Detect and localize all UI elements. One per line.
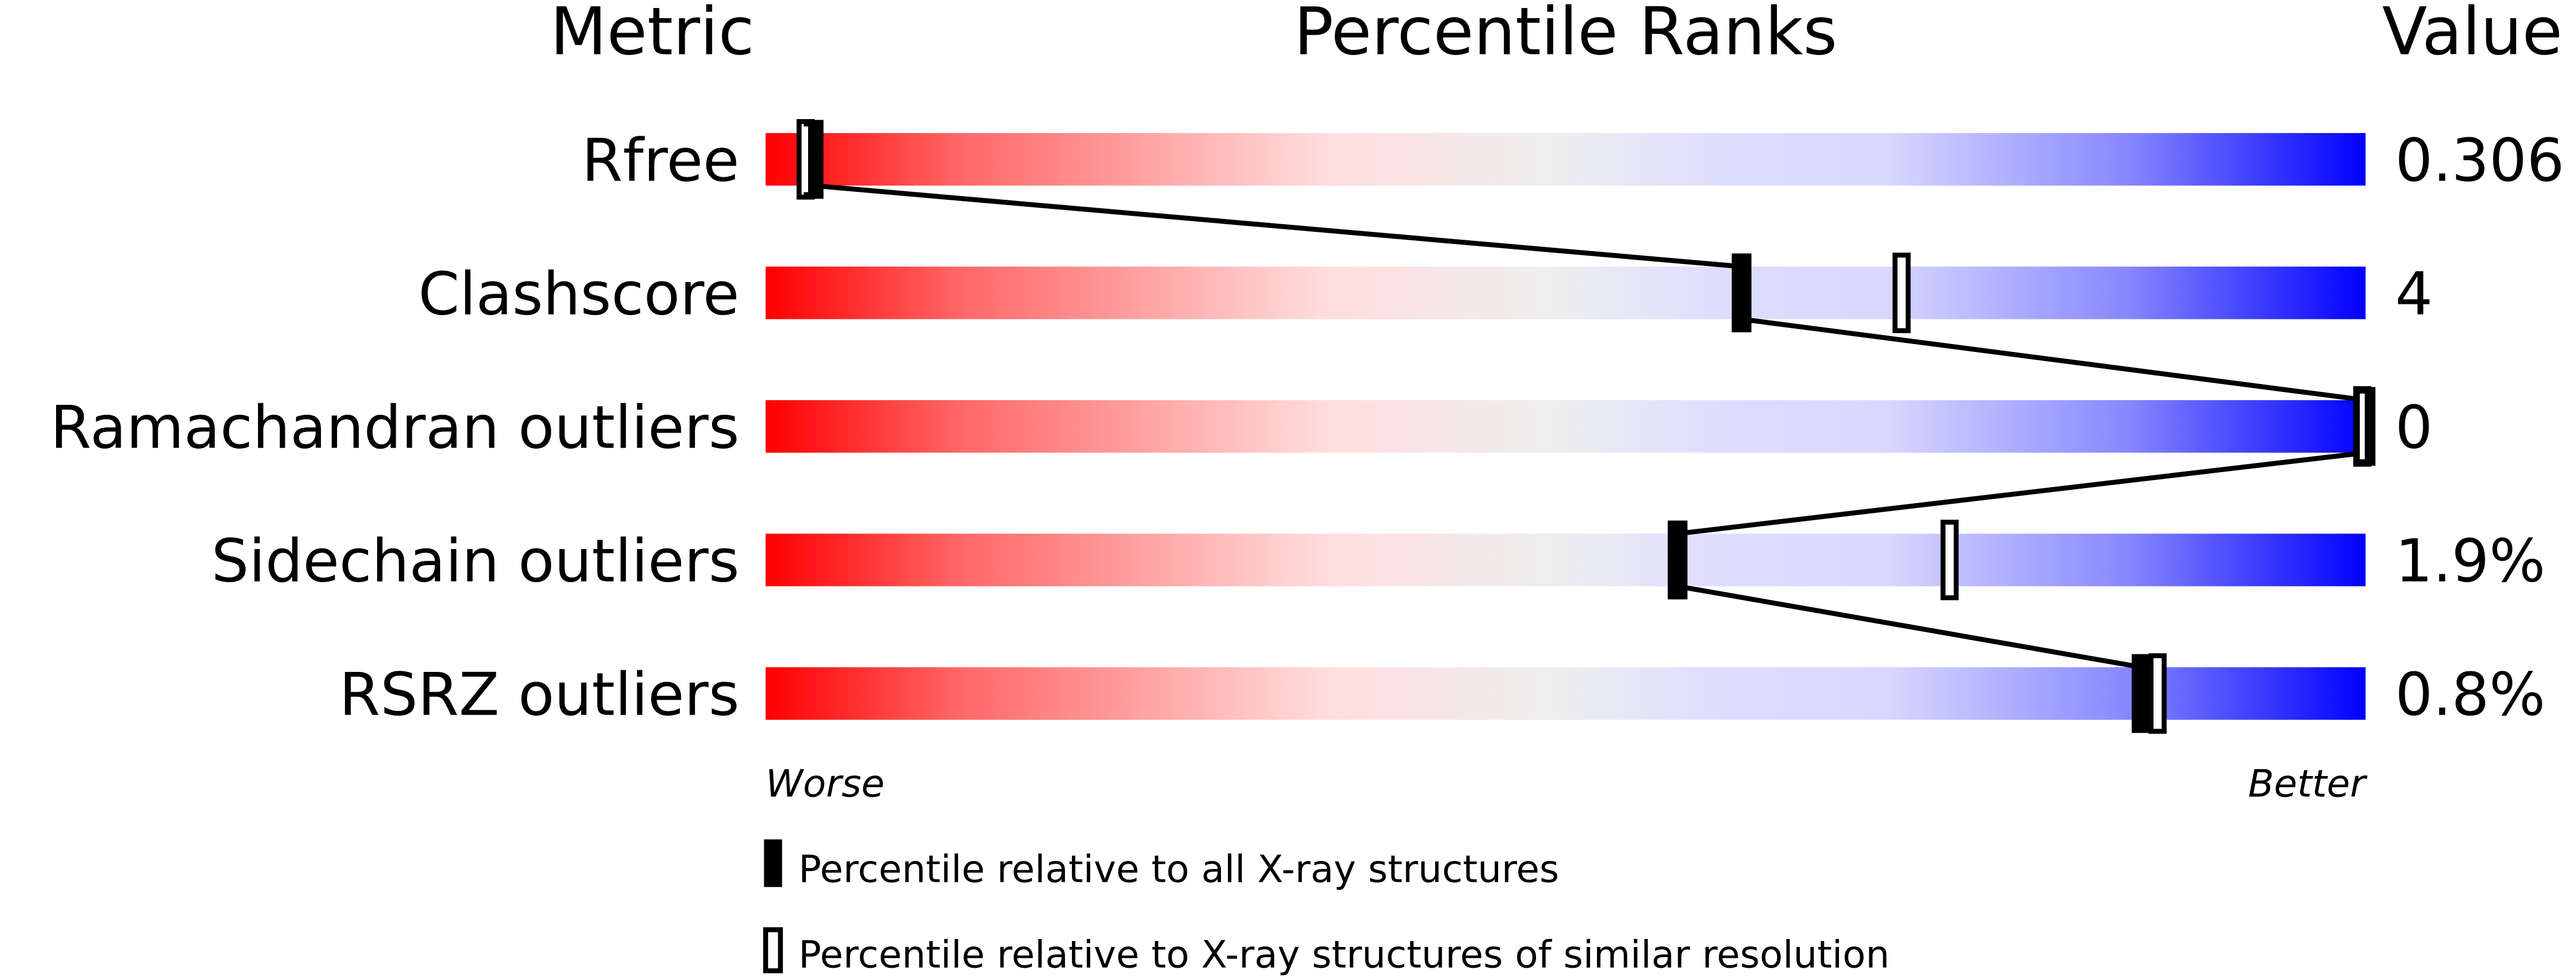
header-percentile-ranks: Percentile Ranks bbox=[1294, 0, 1837, 70]
axis-label-better: Better bbox=[2248, 762, 2368, 806]
axis-label-worse: Worse bbox=[765, 762, 884, 806]
connector-line bbox=[1677, 450, 2366, 536]
legend-label-similar: Percentile relative to X-ray structures … bbox=[798, 932, 1890, 976]
legend-label-all: Percentile relative to all X-ray structu… bbox=[798, 847, 1559, 891]
legend-filled-marker bbox=[764, 839, 782, 887]
metric-value: 4 bbox=[2395, 260, 2432, 328]
header-metric: Metric bbox=[550, 0, 754, 70]
metric-label: Clashscore bbox=[418, 260, 739, 328]
connector-line bbox=[1741, 316, 2366, 403]
metric-label: Ramachandran outliers bbox=[50, 393, 739, 462]
metric-value: 0.306 bbox=[2395, 126, 2564, 195]
header-value: Value bbox=[2382, 0, 2563, 70]
percentile-bar bbox=[765, 267, 2366, 319]
percentile-bar bbox=[765, 400, 2366, 453]
marker-similar-inner bbox=[803, 126, 808, 192]
marker-similar-inner bbox=[2360, 393, 2365, 459]
metric-label: Sidechain outliers bbox=[212, 527, 740, 596]
connector-line bbox=[813, 183, 1742, 269]
marker-similar-resolution bbox=[2148, 653, 2167, 734]
marker-similar-resolution bbox=[1940, 520, 1959, 600]
marker-all-structures bbox=[2132, 654, 2152, 733]
legend-open-marker bbox=[763, 927, 783, 974]
percentile-bar bbox=[765, 534, 2366, 586]
metric-value: 0 bbox=[2395, 393, 2432, 462]
marker-all-structures bbox=[1732, 253, 1752, 333]
metric-value: 1.9% bbox=[2395, 527, 2545, 596]
metric-label: Rfree bbox=[582, 126, 739, 195]
marker-all-structures bbox=[2355, 387, 2376, 466]
metric-label: RSRZ outliers bbox=[339, 660, 739, 729]
percentile-bar bbox=[765, 667, 2366, 720]
connector-line bbox=[1677, 584, 2142, 670]
marker-all-structures bbox=[1667, 520, 1688, 600]
percentile-bar bbox=[765, 133, 2366, 186]
marker-similar-resolution bbox=[1892, 253, 1911, 333]
metric-value: 0.8% bbox=[2395, 660, 2545, 729]
